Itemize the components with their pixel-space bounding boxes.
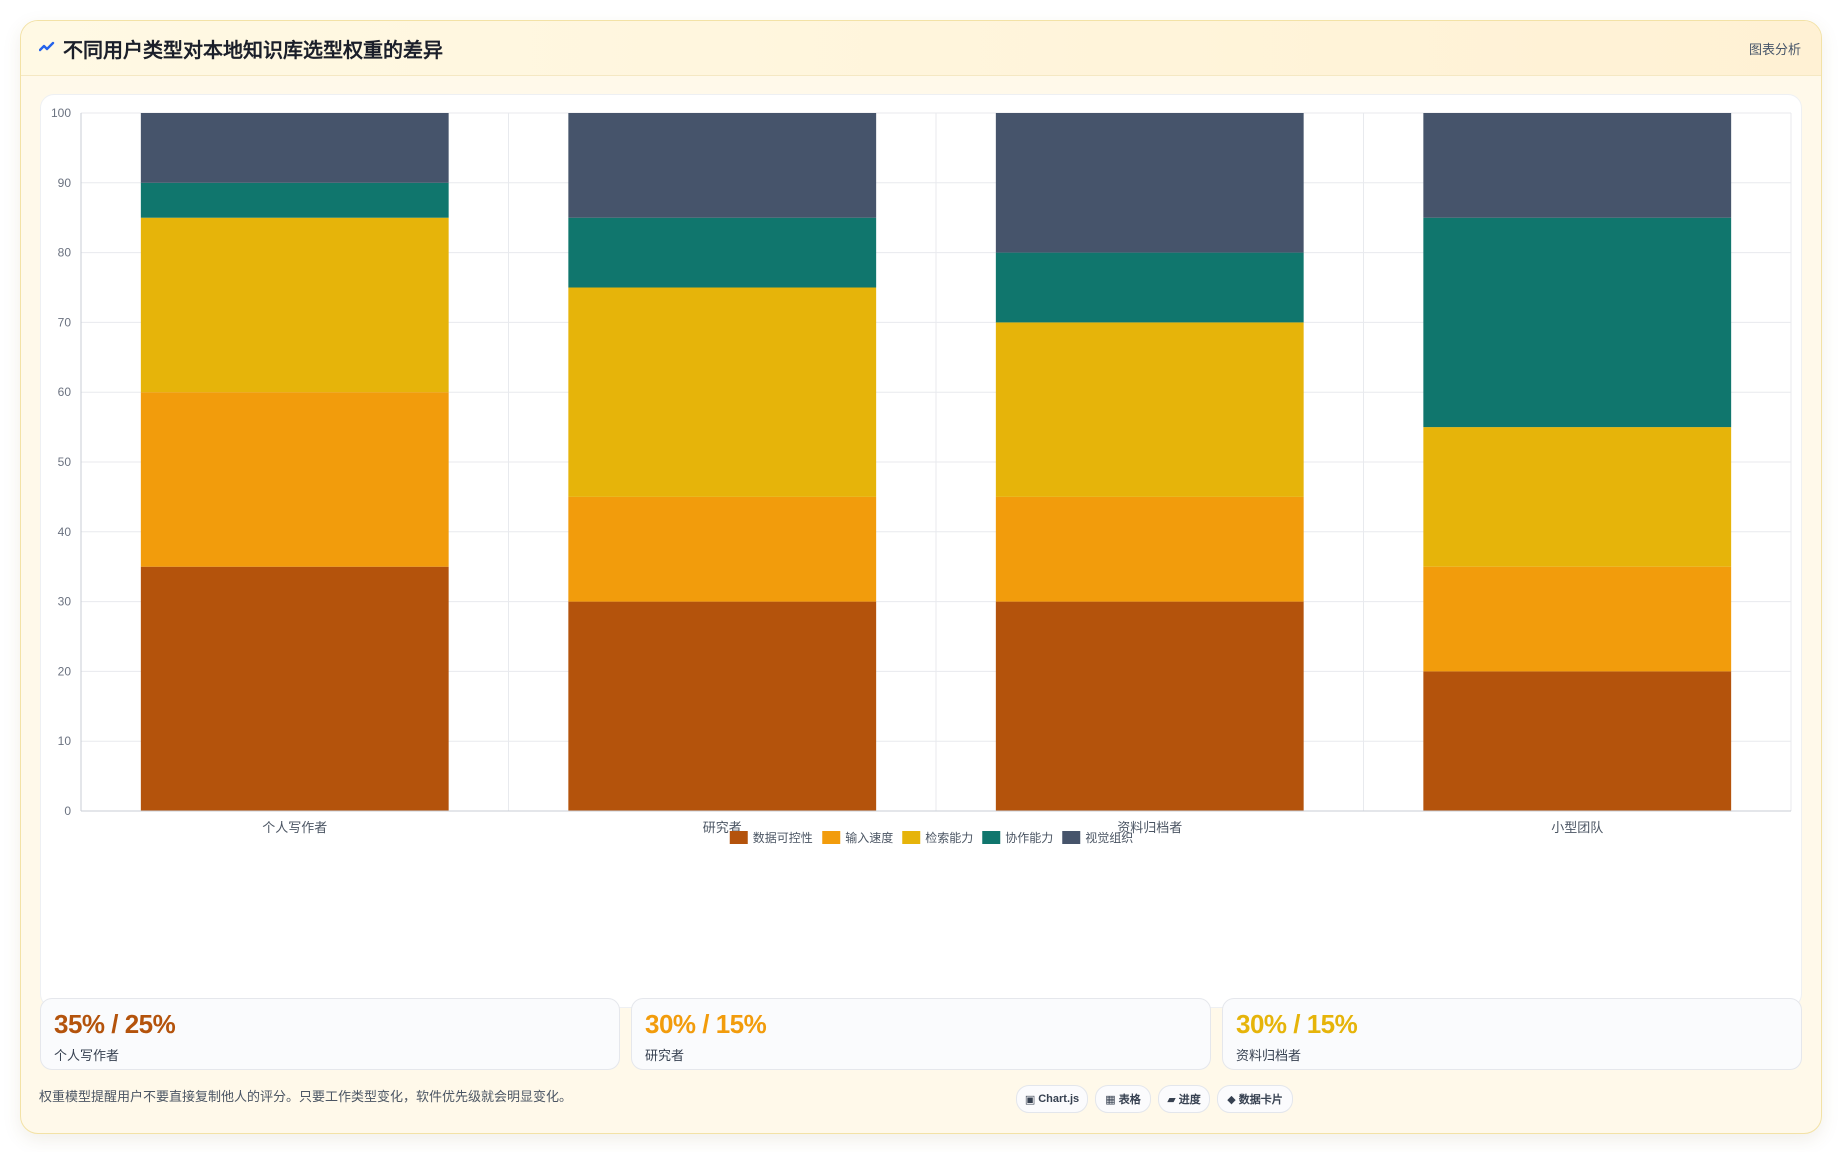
bar-segment: [1423, 671, 1732, 811]
legend-label: 检索能力: [925, 830, 973, 845]
legend-label: 输入速度: [845, 830, 893, 845]
stat-card-3: 30% / 15% 资料归档者: [1222, 998, 1802, 1070]
chip-progress[interactable]: ▰ 进度: [1158, 1085, 1210, 1113]
x-tick-label: 小型团队: [1551, 820, 1603, 835]
footer-note: 权重模型提醒用户不要直接复制他人的评分。只要工作类型变化，软件优先级就会明显变化…: [39, 1089, 573, 1104]
stat-label: 资料归档者: [1236, 1048, 1302, 1063]
chip-label: Chart.js: [1038, 1093, 1080, 1105]
progress-icon: ▰: [1167, 1093, 1176, 1106]
bar-segment: [1423, 566, 1732, 672]
legend-label: 数据可控性: [753, 830, 813, 845]
stat-value: 35% / 25%: [54, 1009, 176, 1039]
chip-table[interactable]: ▦ 表格: [1095, 1085, 1151, 1113]
y-tick-label: 0: [64, 804, 71, 818]
stat-value: 30% / 15%: [1236, 1009, 1358, 1039]
legend-swatch: [902, 831, 921, 844]
chip-label: 进度: [1178, 1094, 1201, 1106]
stat-card-2: 30% / 15% 研究者: [631, 998, 1211, 1070]
y-tick-label: 50: [58, 455, 72, 469]
legend-label: 视觉组织: [1085, 830, 1133, 845]
bar-segment: [995, 322, 1304, 497]
legend-swatch: [1062, 831, 1081, 844]
stat-value: 30% / 15%: [645, 1009, 767, 1039]
table-icon: ▦: [1105, 1093, 1116, 1106]
legend-swatch: [982, 831, 1001, 844]
legend-label: 协作能力: [1005, 830, 1053, 845]
y-tick-label: 40: [58, 525, 72, 539]
stat-label: 个人写作者: [54, 1048, 120, 1063]
y-tick-label: 60: [58, 385, 72, 399]
chart-icon: ▣: [1024, 1093, 1036, 1106]
bar-segment: [140, 113, 449, 183]
chip-data-card[interactable]: ◆ 数据卡片: [1217, 1085, 1293, 1113]
x-tick-label: 个人写作者: [262, 820, 327, 835]
y-tick-label: 100: [51, 106, 71, 120]
stat-label: 研究者: [645, 1048, 685, 1063]
bar-segment: [140, 566, 449, 811]
bar-segment: [995, 113, 1304, 253]
y-tick-label: 70: [58, 315, 72, 329]
bar-segment: [140, 217, 449, 393]
legend-swatch: [822, 831, 841, 844]
diamond-icon: ◆: [1227, 1093, 1236, 1106]
bar-segment: [1423, 427, 1732, 567]
bar-segment: [568, 217, 877, 288]
card-header: 不同用户类型对本地知识库选型权重的差异 图表分析: [21, 21, 1821, 76]
stat-card-1: 35% / 25% 个人写作者: [40, 998, 620, 1070]
bar-segment: [1423, 217, 1732, 428]
bar-segment: [568, 601, 877, 811]
chart-analysis-link[interactable]: 图表分析: [1748, 42, 1801, 57]
bar-segment: [1423, 113, 1732, 218]
trend-line-icon: [39, 41, 55, 52]
y-tick-label: 90: [58, 176, 72, 190]
chip-label: 表格: [1118, 1094, 1141, 1106]
chart-panel: 0 10 20 30 40 50 60 70 80 90 100 个人写作者 研究者 资料归档者 小型团队数…: [40, 94, 1802, 1008]
chart-card: 不同用户类型对本地知识库选型权重的差异 图表分析 0 10 20 30 40 50 60 70…: [20, 20, 1822, 1134]
chip-label: 数据卡片: [1238, 1094, 1283, 1106]
chart-title: 不同用户类型对本地知识库选型权重的差异: [63, 40, 443, 62]
bar-segment: [995, 252, 1304, 323]
y-tick-label: 20: [58, 664, 72, 678]
bar-segment: [568, 287, 877, 497]
x-tick-label: 资料归档者: [1117, 820, 1182, 835]
y-tick-label: 80: [58, 246, 72, 260]
bar-segment: [568, 496, 877, 602]
bar-segment: [140, 392, 449, 567]
bar-segment: [995, 601, 1304, 811]
y-tick-label: 30: [58, 595, 72, 609]
bar-segment: [568, 113, 877, 218]
chip-chartjs[interactable]: ▣ Chart.js: [1016, 1085, 1088, 1113]
bar-segment: [140, 182, 449, 218]
legend-swatch: [729, 831, 748, 844]
bar-segment: [995, 496, 1304, 602]
y-tick-label: 10: [58, 734, 72, 748]
